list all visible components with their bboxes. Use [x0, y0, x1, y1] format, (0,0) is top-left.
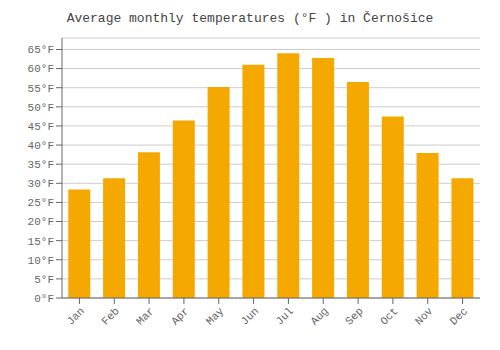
svg-text:Aug: Aug: [308, 305, 330, 327]
svg-text:60°F: 60°F: [28, 63, 54, 75]
svg-text:Feb: Feb: [99, 305, 121, 327]
svg-text:45°F: 45°F: [28, 121, 54, 133]
svg-text:Mar: Mar: [134, 305, 156, 327]
svg-text:Jun: Jun: [239, 305, 261, 327]
svg-text:20°F: 20°F: [28, 216, 54, 228]
svg-text:30°F: 30°F: [28, 178, 54, 190]
svg-text:15°F: 15°F: [28, 236, 54, 248]
svg-text:Dec: Dec: [448, 305, 470, 327]
svg-text:50°F: 50°F: [28, 102, 54, 114]
svg-text:Oct: Oct: [378, 305, 400, 327]
svg-text:65°F: 65°F: [28, 44, 54, 56]
svg-text:10°F: 10°F: [28, 255, 54, 267]
svg-text:Sep: Sep: [343, 305, 365, 327]
svg-text:25°F: 25°F: [28, 197, 54, 209]
svg-text:0°F: 0°F: [34, 293, 54, 305]
svg-text:Nov: Nov: [413, 305, 436, 328]
svg-text:Jul: Jul: [274, 305, 296, 327]
svg-text:40°F: 40°F: [28, 140, 54, 152]
svg-text:35°F: 35°F: [28, 159, 54, 171]
html-text:Average monthly temperatures (: Average monthly temperatures (°F ) in Če…: [66, 11, 434, 26]
svg-text:Apr: Apr: [169, 305, 191, 327]
svg-text:55°F: 55°F: [28, 83, 54, 95]
svg-text:Jan: Jan: [65, 305, 87, 327]
svg-text:May: May: [204, 305, 227, 328]
svg-text:5°F: 5°F: [34, 274, 54, 286]
